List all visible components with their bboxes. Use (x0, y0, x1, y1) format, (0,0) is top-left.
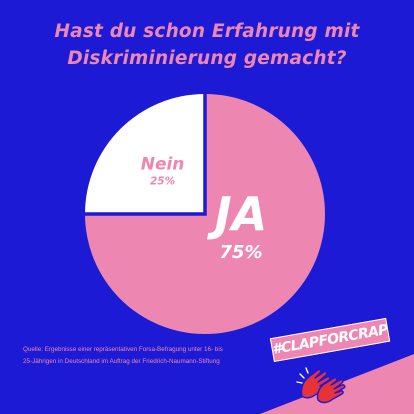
pie-slice-nein (85, 94, 205, 214)
source-line-1: Quelle: Ergebnisse einer repräsentativen… (23, 346, 223, 353)
slice-label-nein: Nein (141, 155, 185, 175)
pie-slice-divider (85, 94, 207, 216)
source-note: Quelle: Ergebnisse einer repräsentativen… (23, 344, 273, 368)
title-line-1: Hast du schon Erfahrung mit (54, 21, 360, 42)
chart-title: Hast du schon Erfahrung mit Diskriminier… (20, 18, 394, 72)
clapping-hands-icon (296, 367, 346, 404)
slice-label-ja: JA (207, 187, 268, 241)
source-line-2: 25-Jährigen in Deutschland im Auftrag de… (23, 358, 220, 365)
title-line-2: Diskriminierung gemacht? (67, 48, 347, 69)
slice-value-nein: 25% (150, 176, 175, 188)
slice-value-ja: 75% (219, 242, 262, 263)
